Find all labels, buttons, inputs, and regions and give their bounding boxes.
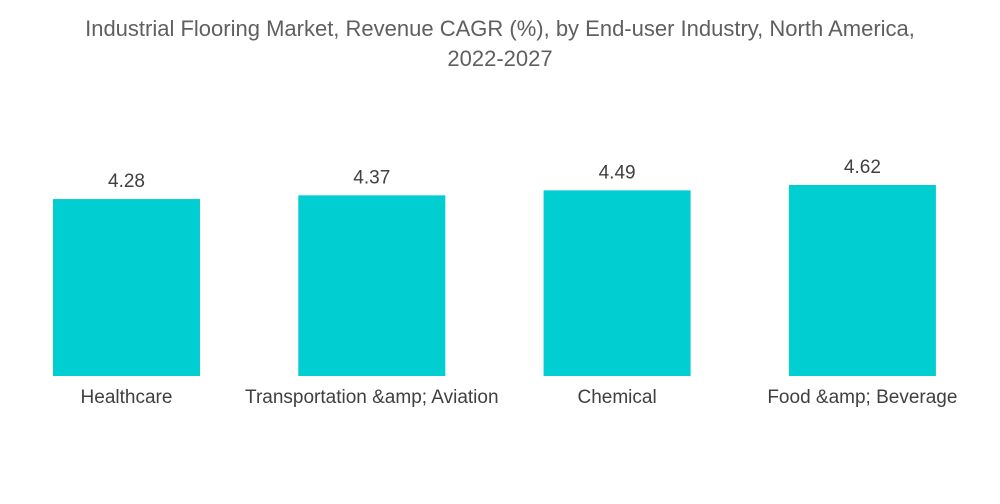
- chart-title-line-1: Industrial Flooring Market, Revenue CAGR…: [85, 16, 915, 41]
- bar-2: [543, 190, 691, 376]
- value-label-2: 4.49: [599, 162, 636, 183]
- chart-title: Industrial Flooring Market, Revenue CAGR…: [0, 14, 1000, 74]
- category-label-0: Healthcare: [81, 387, 173, 408]
- value-label-1: 4.37: [353, 167, 390, 188]
- category-label-1: Transportation &amp; Aviation: [245, 387, 498, 408]
- bar-1: [298, 195, 446, 376]
- value-label-0: 4.28: [108, 171, 145, 192]
- category-label-3: Food &amp; Beverage: [767, 387, 957, 408]
- bar-0: [53, 199, 200, 376]
- chart-title-line-2: 2022-2027: [447, 46, 553, 71]
- category-label-2: Chemical: [577, 387, 656, 408]
- bar-3: [788, 185, 936, 376]
- value-label-3: 4.62: [844, 157, 881, 178]
